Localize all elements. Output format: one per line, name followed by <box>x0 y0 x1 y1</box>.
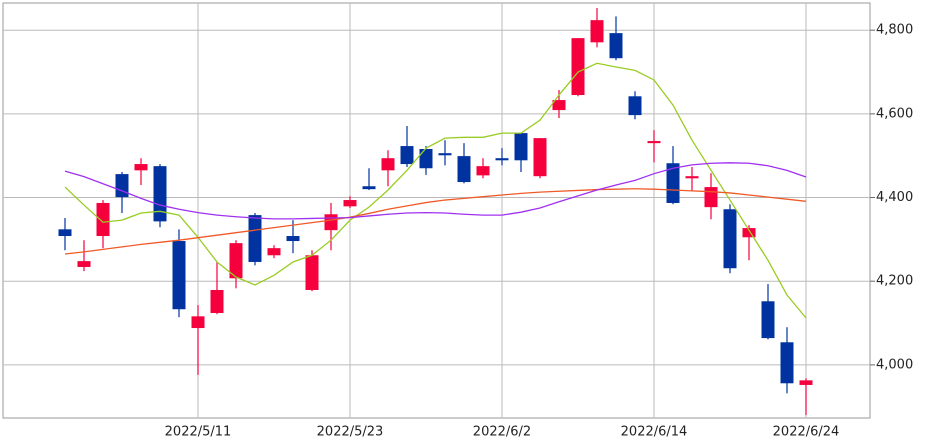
candle-body <box>685 176 699 179</box>
x-tick-label: 2022/5/23 <box>317 425 384 440</box>
candle-body <box>647 141 661 144</box>
candle-body <box>400 146 414 165</box>
candle-body <box>267 248 281 256</box>
candle-body <box>172 241 186 310</box>
candle-body <box>780 342 794 384</box>
candle-body <box>704 187 718 208</box>
candle-body <box>134 164 148 171</box>
candle-body <box>590 20 604 43</box>
moving-average-line <box>64 188 807 255</box>
moving-average-line <box>64 62 807 319</box>
candle-body <box>343 200 357 207</box>
candle-body <box>495 158 509 161</box>
y-tick-label: 4,000 <box>876 357 913 372</box>
candle-body <box>191 316 205 329</box>
candle-body <box>115 174 129 198</box>
candle-body <box>77 261 91 267</box>
candle-body <box>609 33 623 59</box>
candle-body <box>381 158 395 171</box>
candle-body <box>305 255 319 290</box>
candle-body <box>742 228 756 238</box>
candle-body <box>476 166 490 176</box>
candle-body <box>761 301 775 339</box>
candle-body <box>153 166 167 222</box>
candle-body <box>419 149 433 169</box>
candle-body <box>362 186 376 190</box>
x-tick-label: 2022/6/24 <box>773 425 840 440</box>
candle-body <box>438 153 452 156</box>
candle-body <box>286 236 300 242</box>
candle-body <box>723 209 737 269</box>
x-tick-label: 2022/6/14 <box>621 425 688 440</box>
x-tick-label: 2022/6/2 <box>473 425 531 440</box>
y-tick-label: 4,200 <box>876 274 913 289</box>
candle-body <box>457 156 471 183</box>
y-tick-label: 4,800 <box>876 23 913 38</box>
y-tick-label: 4,400 <box>876 190 913 205</box>
candle-body <box>571 38 585 96</box>
candle-body <box>58 229 72 237</box>
candle-body <box>96 202 110 237</box>
plot-frame <box>2 2 871 419</box>
candle-body <box>666 163 680 203</box>
y-tick-label: 4,600 <box>876 106 913 121</box>
candle-body <box>552 100 566 111</box>
x-tick-label: 2022/5/11 <box>165 425 232 440</box>
candle-body <box>533 138 547 177</box>
candle-body <box>799 380 813 385</box>
candle-body <box>324 214 338 231</box>
moving-average-line <box>64 162 807 220</box>
candle-body <box>248 215 262 262</box>
candle-body <box>514 133 528 161</box>
candle-body <box>210 289 224 313</box>
candle-body <box>628 96 642 116</box>
candle-body <box>229 243 243 279</box>
